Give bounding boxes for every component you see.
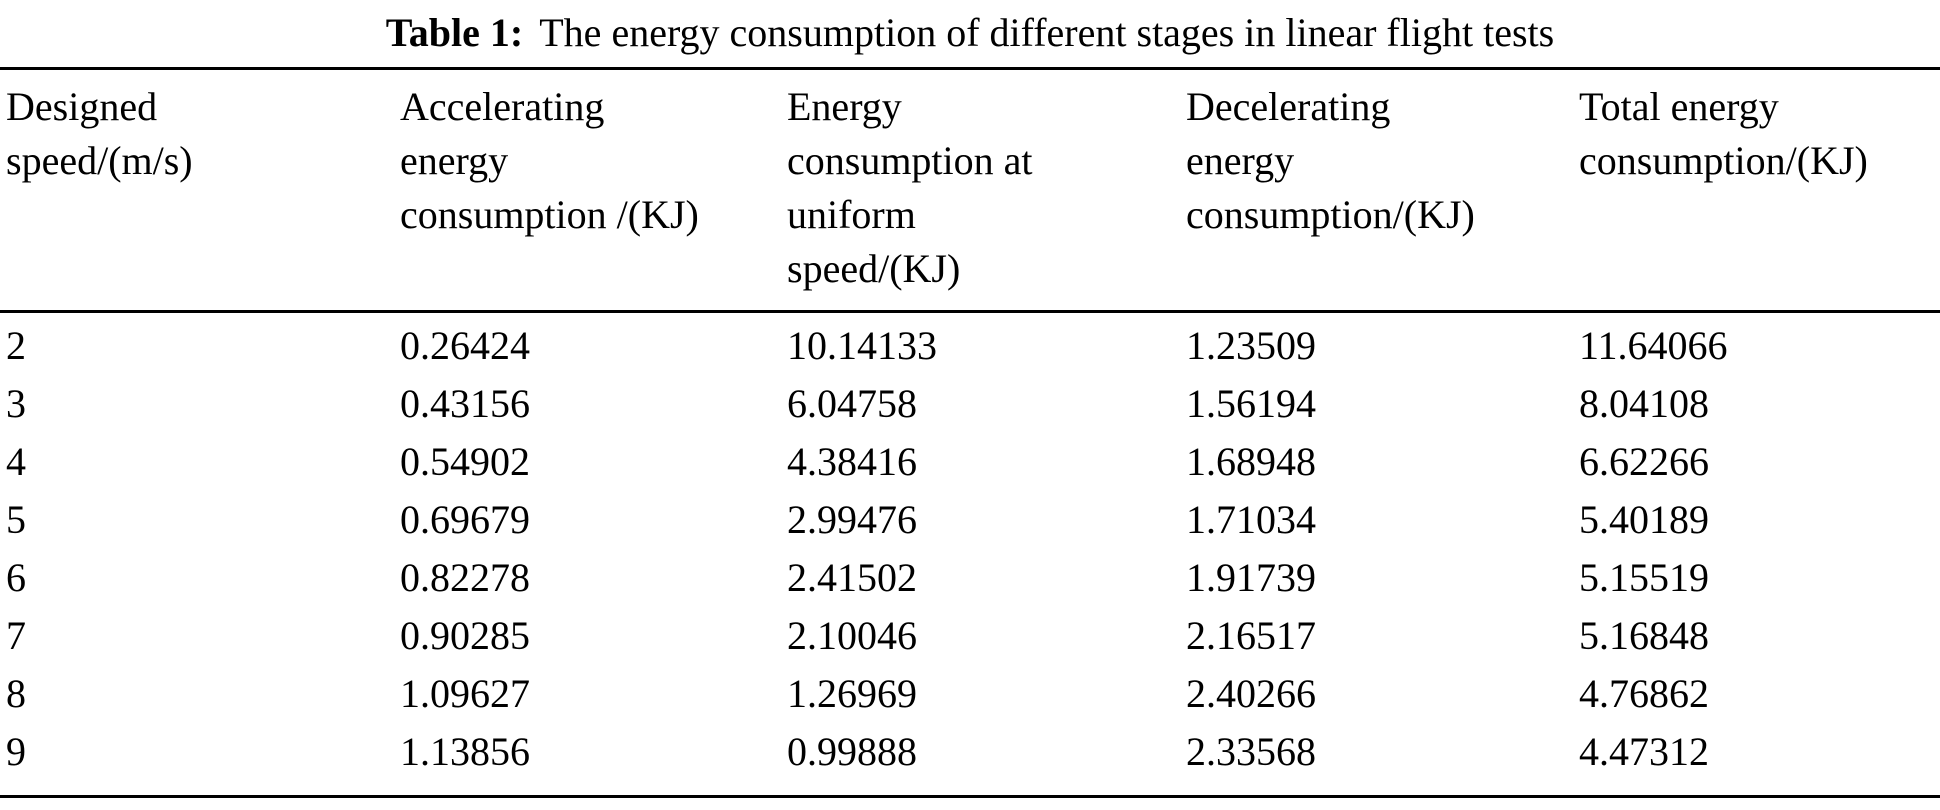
cell-designed-speed: 2 — [6, 323, 26, 368]
table-caption-text: The energy consumption of different stag… — [539, 10, 1555, 55]
col-header-uniform-speed-energy: Energy consumption at uniform speed/(KJ) — [787, 68, 1186, 313]
table-row: 5 0.69679 2.99476 1.71034 5.40189 — [0, 491, 1940, 549]
cell-accelerating-energy: 0.43156 — [400, 381, 530, 426]
cell-designed-speed: 6 — [6, 555, 26, 600]
cell-total-energy: 5.16848 — [1579, 613, 1709, 658]
cell-designed-speed: 8 — [6, 671, 26, 716]
cell-total-energy: 6.62266 — [1579, 439, 1709, 484]
cell-uniform-speed-energy: 0.99888 — [787, 729, 917, 774]
cell-total-energy: 8.04108 — [1579, 381, 1709, 426]
table-header-row: Designed speed/(m/s) Accelerating energy… — [0, 68, 1940, 313]
cell-uniform-speed-energy: 10.14133 — [787, 323, 937, 368]
cell-total-energy: 5.15519 — [1579, 555, 1709, 600]
table-row: 8 1.09627 1.26969 2.40266 4.76862 — [0, 665, 1940, 723]
cell-decelerating-energy: 2.33568 — [1186, 729, 1316, 774]
table-row: 2 0.26424 10.14133 1.23509 11.64066 — [0, 312, 1940, 376]
cell-uniform-speed-energy: 2.41502 — [787, 555, 917, 600]
cell-decelerating-energy: 1.71034 — [1186, 497, 1316, 542]
cell-decelerating-energy: 1.91739 — [1186, 555, 1316, 600]
cell-designed-speed: 4 — [6, 439, 26, 484]
table-caption: Table 1: The energy consumption of differ… — [0, 0, 1940, 62]
cell-accelerating-energy: 1.09627 — [400, 671, 530, 716]
table-row: 9 1.13856 0.99888 2.33568 4.47312 — [0, 723, 1940, 797]
cell-total-energy: 11.64066 — [1579, 323, 1728, 368]
cell-uniform-speed-energy: 6.04758 — [787, 381, 917, 426]
cell-designed-speed: 7 — [6, 613, 26, 658]
cell-total-energy: 4.76862 — [1579, 671, 1709, 716]
cell-decelerating-energy: 1.23509 — [1186, 323, 1316, 368]
col-header-designed-speed: Designed speed/(m/s) — [0, 68, 400, 313]
col-header-total-energy: Total energy consumption/(KJ) — [1579, 68, 1940, 313]
cell-accelerating-energy: 1.13856 — [400, 729, 530, 774]
table-body: 2 0.26424 10.14133 1.23509 11.64066 3 0.43156 6… — [0, 312, 1940, 797]
table-caption-label: Table 1: — [385, 10, 524, 55]
cell-uniform-speed-energy: 2.10046 — [787, 613, 917, 658]
cell-uniform-speed-energy: 2.99476 — [787, 497, 917, 542]
table-row: 7 0.90285 2.10046 2.16517 5.16848 — [0, 607, 1940, 665]
cell-decelerating-energy: 2.16517 — [1186, 613, 1316, 658]
table-header: Designed speed/(m/s) Accelerating energy… — [0, 68, 1940, 313]
cell-decelerating-energy: 1.56194 — [1186, 381, 1316, 426]
cell-decelerating-energy: 2.40266 — [1186, 671, 1316, 716]
cell-accelerating-energy: 0.54902 — [400, 439, 530, 484]
cell-accelerating-energy: 0.90285 — [400, 613, 530, 658]
cell-decelerating-energy: 1.68948 — [1186, 439, 1316, 484]
cell-accelerating-energy: 0.82278 — [400, 555, 530, 600]
cell-designed-speed: 9 — [6, 729, 26, 774]
cell-designed-speed: 5 — [6, 497, 26, 542]
col-header-decelerating-energy: Decelerating energy consumption/(KJ) — [1186, 68, 1579, 313]
table-row: 6 0.82278 2.41502 1.91739 5.15519 — [0, 549, 1940, 607]
col-header-accelerating-energy: Accelerating energy consumption /(KJ) — [400, 68, 787, 313]
cell-uniform-speed-energy: 4.38416 — [787, 439, 917, 484]
table-row: 4 0.54902 4.38416 1.68948 6.62266 — [0, 433, 1940, 491]
energy-consumption-table: Designed speed/(m/s) Accelerating energy… — [0, 67, 1940, 798]
table-row: 3 0.43156 6.04758 1.56194 8.04108 — [0, 375, 1940, 433]
cell-designed-speed: 3 — [6, 381, 26, 426]
cell-accelerating-energy: 0.69679 — [400, 497, 530, 542]
cell-uniform-speed-energy: 1.26969 — [787, 671, 917, 716]
cell-total-energy: 5.40189 — [1579, 497, 1709, 542]
cell-accelerating-energy: 0.26424 — [400, 323, 530, 368]
cell-total-energy: 4.47312 — [1579, 729, 1709, 774]
